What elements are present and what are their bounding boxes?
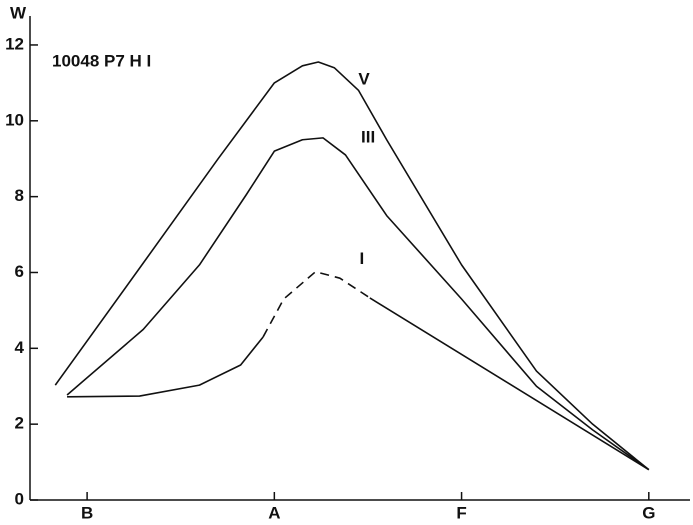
- line: [369, 297, 650, 471]
- y-tick-label: 12: [5, 34, 24, 53]
- x-tick-label: B: [81, 503, 93, 522]
- line: [54, 61, 650, 471]
- x-tick-label: F: [456, 503, 466, 522]
- y-tick-label: 10: [5, 110, 24, 129]
- x-tick-label: G: [642, 503, 655, 522]
- dashed-line: [262, 270, 371, 338]
- y-tick-label: 0: [15, 489, 24, 508]
- series-label: III: [361, 127, 375, 146]
- y-tick-label: 4: [15, 338, 25, 357]
- x-tick-label: A: [268, 503, 280, 522]
- chart-title: 10048 P7 H I: [52, 51, 151, 70]
- line: [66, 137, 650, 471]
- series-label: I: [360, 249, 365, 268]
- y-tick-label: 8: [15, 186, 24, 205]
- y-tick-label: 6: [15, 262, 24, 281]
- y-tick-label: 2: [15, 414, 24, 433]
- y-axis-label: W: [10, 3, 27, 22]
- series-label: V: [358, 70, 370, 89]
- line: [67, 336, 264, 398]
